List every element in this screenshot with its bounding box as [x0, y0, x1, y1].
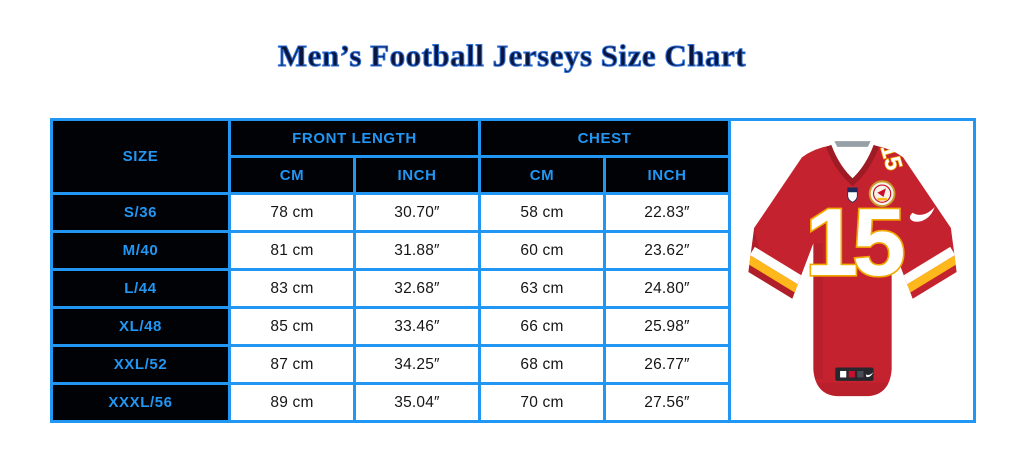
- front-inch-value: 31.88″: [352, 230, 482, 271]
- collar-trim: [825, 144, 879, 186]
- front-cm-value: 89 cm: [228, 382, 356, 423]
- front-inch-value: 35.04″: [352, 382, 482, 423]
- chest-inch-value: 27.56″: [603, 382, 732, 423]
- chest-cm-value: 68 cm: [478, 344, 607, 385]
- subheader-front-cm: CM: [228, 155, 356, 195]
- nike-swoosh-icon: [909, 206, 935, 222]
- table-row: XXL/52 87 cm 34.25″ 68 cm 26.77″: [50, 344, 975, 385]
- front-cm-value: 85 cm: [228, 306, 356, 347]
- back-collar-strip: [833, 140, 871, 147]
- front-cm-value: 83 cm: [228, 268, 356, 309]
- chest-inch-value: 24.80″: [603, 268, 732, 309]
- chest-patch-icon: [868, 179, 896, 207]
- chest-cm-value: 63 cm: [478, 268, 607, 309]
- subheader-chest-cm: CM: [478, 155, 607, 195]
- chest-cm-value: 58 cm: [478, 192, 607, 233]
- table-row: M/40 81 cm 31.88″ 60 cm 23.62″: [50, 230, 975, 271]
- front-inch-value: 30.70″: [352, 192, 482, 233]
- header-size: SIZE: [50, 118, 231, 195]
- front-cm-value: 87 cm: [228, 344, 356, 385]
- front-inch-value: 33.46″: [352, 306, 482, 347]
- product-photo-cell: 15 15: [728, 118, 977, 423]
- chest-inch-value: 26.77″: [603, 344, 732, 385]
- chest-cm-value: 60 cm: [478, 230, 607, 271]
- front-cm-value: 81 cm: [228, 230, 356, 271]
- page-title: Men’s Football Jerseys Size Chart: [277, 38, 747, 74]
- nfl-shield-icon: [846, 187, 858, 203]
- chest-cm-value: 70 cm: [478, 382, 607, 423]
- table-row: S/36 78 cm 30.70″ 58 cm 22.83″: [50, 192, 975, 233]
- subheader-front-inch: INCH: [352, 155, 482, 195]
- left-sleeve-stripe-gold: [747, 254, 807, 297]
- chest-number: 15: [805, 189, 903, 295]
- header-chest: CHEST: [478, 118, 732, 158]
- size-chart-table: SIZE FRONT LENGTH CHEST: [50, 118, 977, 423]
- jock-tag: [834, 367, 874, 381]
- subheader-chest-inch: INCH: [603, 155, 732, 195]
- left-sleeve-stripe-white: [749, 246, 812, 290]
- chest-cm-value: 66 cm: [478, 306, 607, 347]
- table-row: XL/48 85 cm 33.46″ 66 cm 25.98″: [50, 306, 975, 347]
- right-sleeve-stripe-white: [892, 246, 955, 290]
- size-label: XXL/52: [50, 344, 231, 385]
- header-front-length: FRONT LENGTH: [227, 118, 482, 158]
- front-cm-value: 78 cm: [228, 192, 356, 233]
- size-label: S/36: [50, 192, 231, 233]
- size-label: L/44: [50, 268, 231, 309]
- table-row: L/44 83 cm 32.68″ 63 cm 24.80″: [50, 268, 975, 309]
- size-label: XXXL/56: [50, 382, 231, 423]
- right-sleeve-stripe-gold: [897, 254, 957, 297]
- front-inch-value: 34.25″: [352, 344, 482, 385]
- front-inch-value: 32.68″: [352, 268, 482, 309]
- left-shoulder-number: 15: [743, 138, 776, 171]
- chest-inch-value: 22.83″: [603, 192, 732, 233]
- chest-inch-value: 23.62″: [603, 230, 732, 271]
- size-label: M/40: [50, 230, 231, 271]
- chest-inch-value: 25.98″: [603, 306, 732, 347]
- jersey-body: 15 15: [743, 138, 957, 396]
- table-row: XXXL/56 89 cm 35.04″ 70 cm 27.56″: [50, 382, 975, 423]
- jersey-product-image: 15 15: [743, 138, 957, 396]
- size-label: XL/48: [50, 306, 231, 347]
